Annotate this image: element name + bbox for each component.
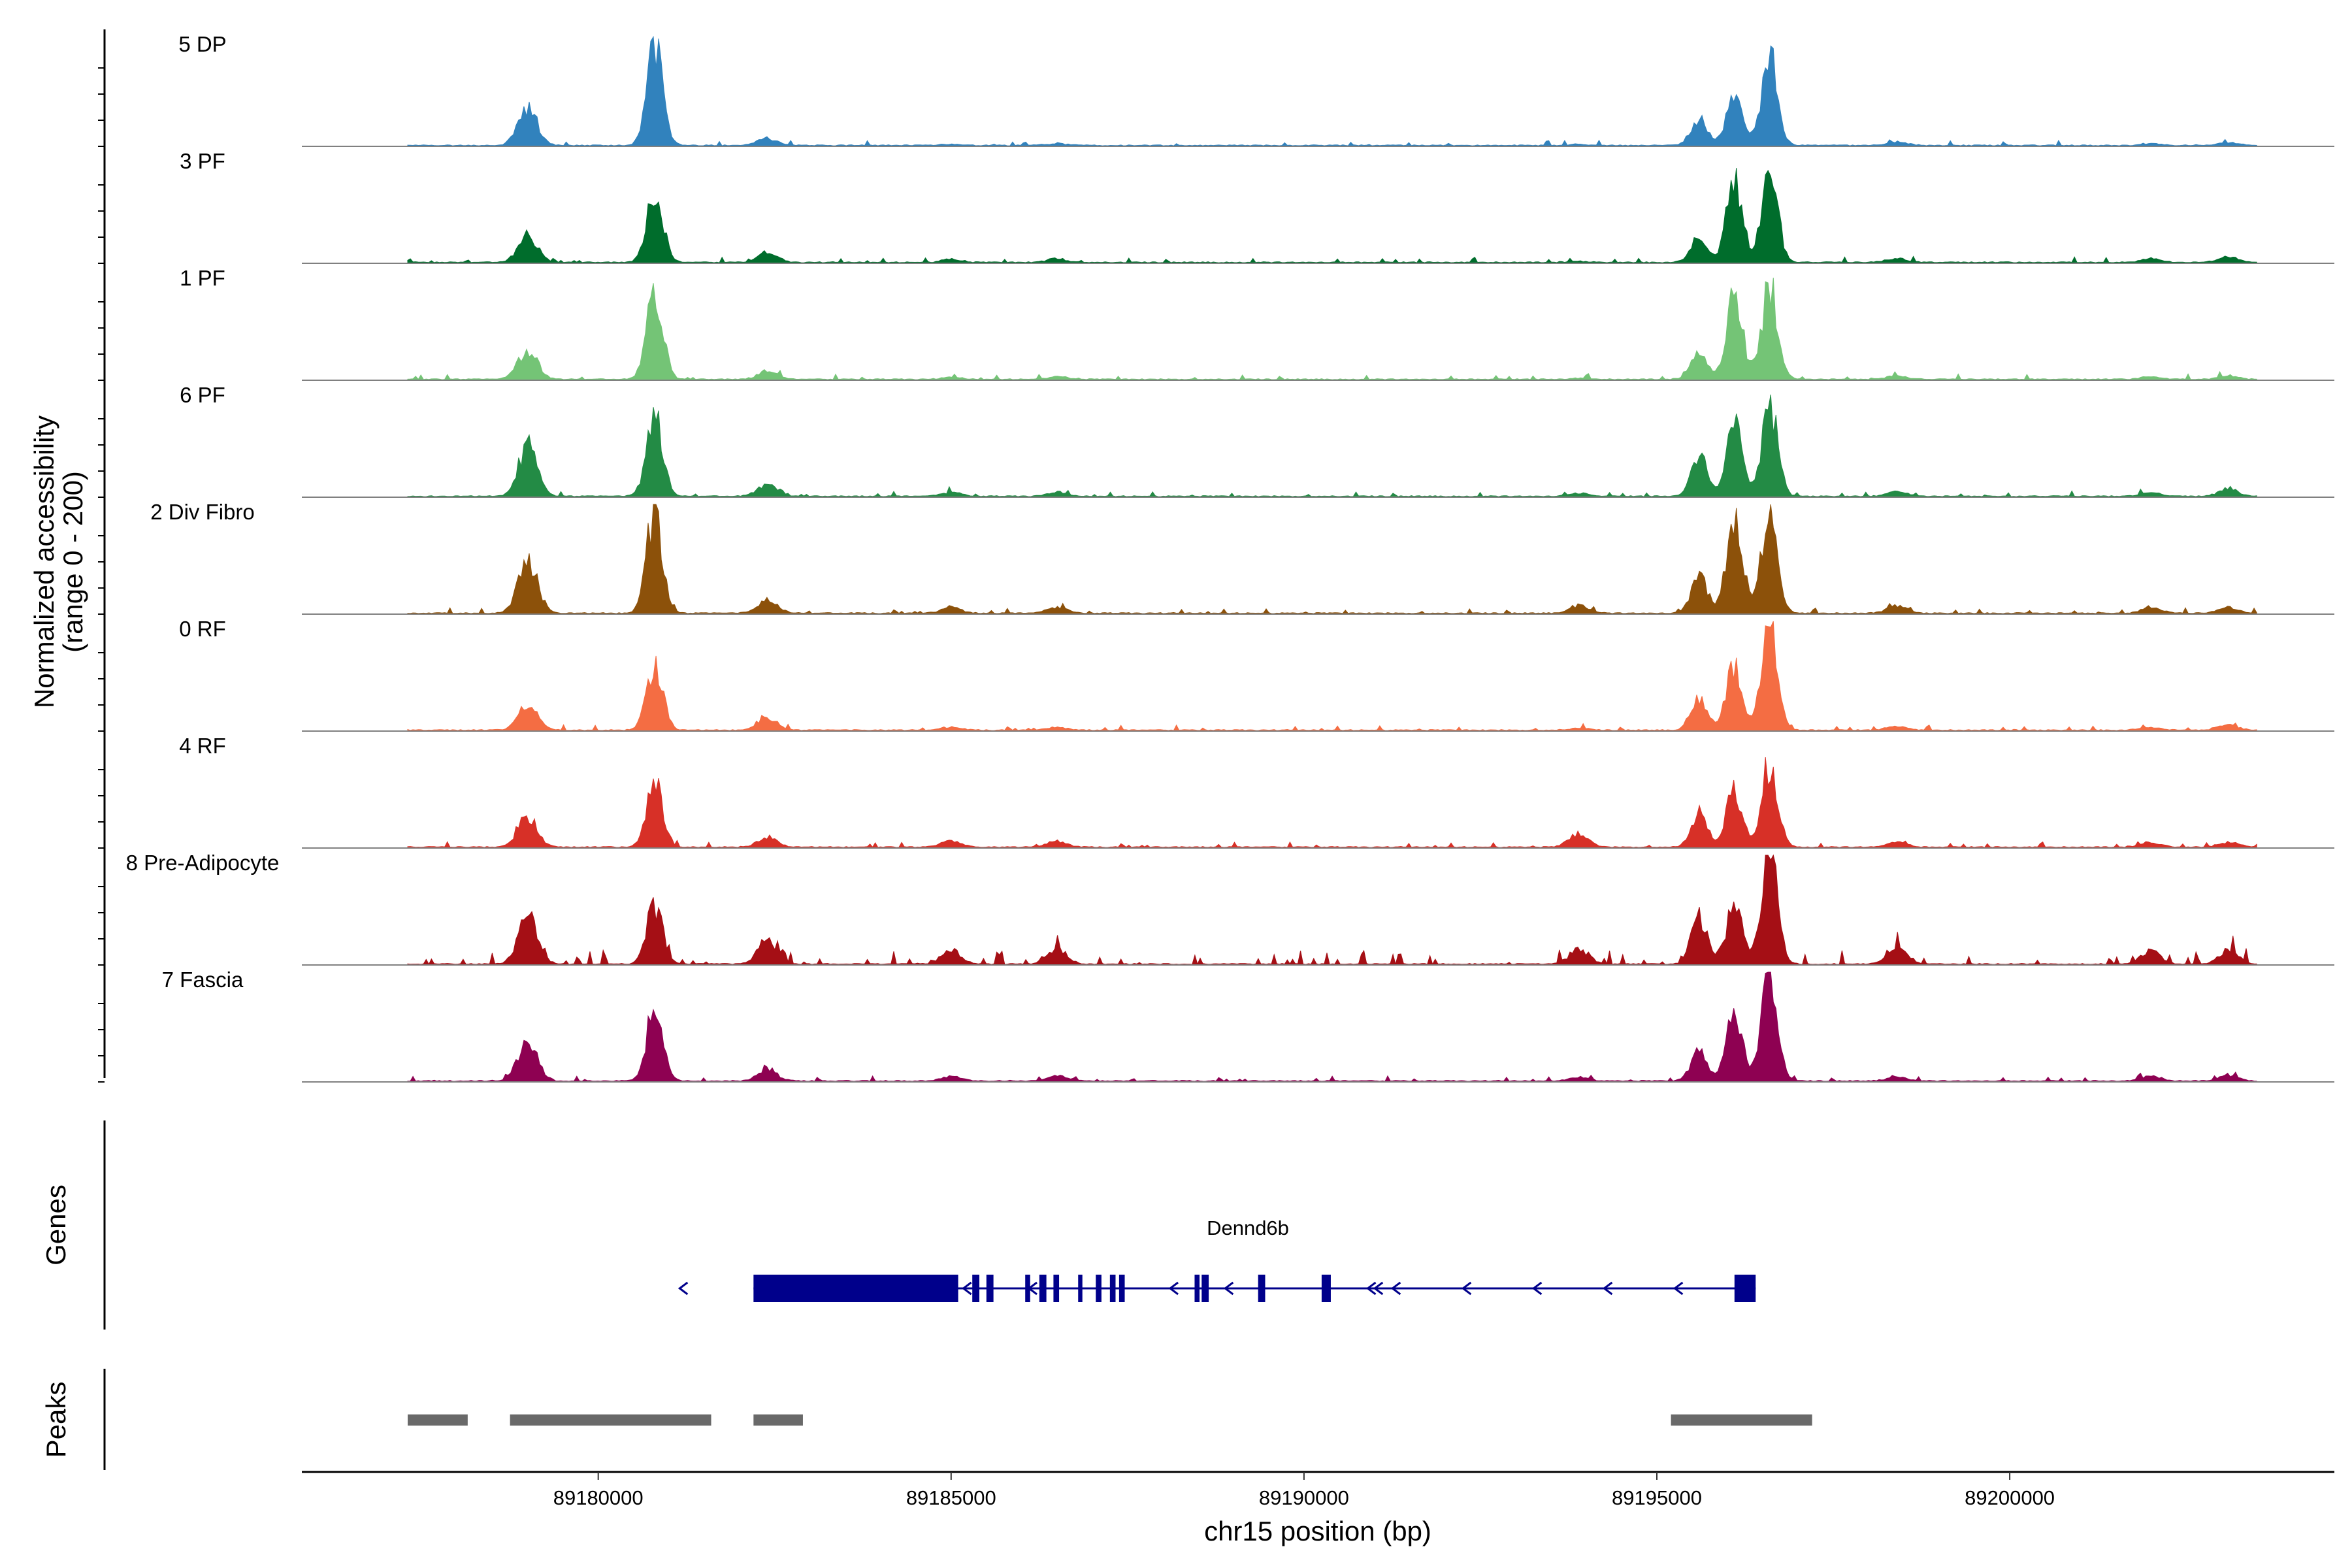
x-tick-label: 89190000 bbox=[1259, 1486, 1349, 1509]
strand-arrow bbox=[1373, 1281, 1384, 1296]
y-axis-title: Normalized accessibility bbox=[29, 416, 59, 708]
x-axis-title: chr15 position (bp) bbox=[1204, 1516, 1431, 1546]
gene-exon bbox=[1194, 1275, 1200, 1302]
gene-exon bbox=[1096, 1275, 1102, 1302]
track-label: 1 PF bbox=[180, 266, 225, 290]
track-1: 3 PF bbox=[180, 149, 2334, 264]
x-tick-label: 89200000 bbox=[1965, 1486, 2055, 1509]
gene-exon bbox=[1734, 1275, 1756, 1302]
peak-region bbox=[510, 1414, 711, 1426]
strand-arrow bbox=[1168, 1281, 1179, 1296]
coverage-area bbox=[407, 972, 2257, 1083]
peak-region bbox=[1671, 1414, 1812, 1426]
track-label: 8 Pre-Adipocyte bbox=[126, 851, 280, 875]
track-5: 0 RF bbox=[179, 617, 2334, 732]
strand-arrow bbox=[1531, 1281, 1543, 1296]
gene-exon bbox=[1025, 1275, 1030, 1302]
track-4: 2 Div Fibro bbox=[150, 500, 2334, 615]
gene-exon bbox=[1258, 1275, 1266, 1302]
gene-exon bbox=[1321, 1275, 1331, 1302]
gene-exon bbox=[972, 1275, 979, 1302]
gene-exon bbox=[753, 1275, 958, 1302]
strand-arrow bbox=[1673, 1281, 1684, 1296]
genes-track-label: Genes bbox=[41, 1184, 71, 1266]
gene-exon bbox=[1039, 1275, 1047, 1302]
coverage-area bbox=[407, 621, 2257, 732]
track-label: 7 Fascia bbox=[162, 968, 244, 992]
strand-arrow bbox=[1602, 1281, 1613, 1296]
track-label: 2 Div Fibro bbox=[150, 500, 255, 524]
coverage-area bbox=[407, 854, 2257, 966]
peak-region bbox=[408, 1414, 468, 1426]
coverage-area bbox=[407, 394, 2257, 498]
track-3: 6 PF bbox=[180, 383, 2334, 498]
gene-model bbox=[678, 1275, 1756, 1302]
coverage-area bbox=[407, 757, 2257, 849]
gene-exon bbox=[1109, 1275, 1116, 1302]
peaks-track-label: Peaks bbox=[41, 1382, 71, 1458]
strand-arrow bbox=[678, 1281, 689, 1296]
x-tick-label: 89180000 bbox=[553, 1486, 644, 1509]
gene-exon bbox=[1201, 1275, 1209, 1302]
track-label: 3 PF bbox=[180, 149, 225, 173]
strand-arrow bbox=[962, 1281, 972, 1296]
track-label: 6 PF bbox=[180, 383, 225, 407]
coverage-area bbox=[407, 504, 2257, 615]
coverage-area bbox=[407, 168, 2257, 264]
track-8: 7 Fascia bbox=[162, 968, 2334, 1083]
strand-arrow bbox=[1461, 1281, 1472, 1296]
track-label: 5 DP bbox=[178, 32, 226, 56]
strand-arrow bbox=[1366, 1281, 1377, 1296]
strand-arrow bbox=[1223, 1281, 1234, 1296]
track-0: 5 DP bbox=[178, 32, 2334, 147]
y-axis-ticks bbox=[98, 67, 105, 1083]
x-tick-label: 89185000 bbox=[906, 1486, 996, 1509]
coverage-area bbox=[407, 35, 2257, 147]
track-label: 0 RF bbox=[179, 617, 226, 641]
peak-regions bbox=[408, 1414, 1812, 1426]
track-7: 8 Pre-Adipocyte bbox=[126, 851, 2334, 966]
track-6: 4 RF bbox=[179, 734, 2334, 849]
coverage-area bbox=[407, 278, 2257, 381]
gene-exon bbox=[986, 1275, 994, 1302]
track-label: 4 RF bbox=[179, 734, 226, 758]
peak-region bbox=[753, 1414, 803, 1426]
y-axis-range-label: (range 0 - 200) bbox=[57, 471, 88, 653]
gene-exon bbox=[1078, 1275, 1083, 1302]
x-axis-ticks: 89180000 89185000 89190000 89195000 89200000 bbox=[553, 1472, 2055, 1509]
x-tick-label: 89195000 bbox=[1612, 1486, 1702, 1509]
gene-exon bbox=[1119, 1275, 1125, 1302]
track-2: 1 PF bbox=[180, 266, 2334, 381]
strand-arrow bbox=[1390, 1281, 1401, 1296]
tracks-group: 5 DP 3 PF 1 PF 6 PF 2 Div Fibro 0 RF 4 RF 8 Pre… bbox=[126, 32, 2334, 1083]
gene-exon bbox=[1053, 1275, 1060, 1302]
gene-name-label: Dennd6b bbox=[1207, 1217, 1289, 1239]
